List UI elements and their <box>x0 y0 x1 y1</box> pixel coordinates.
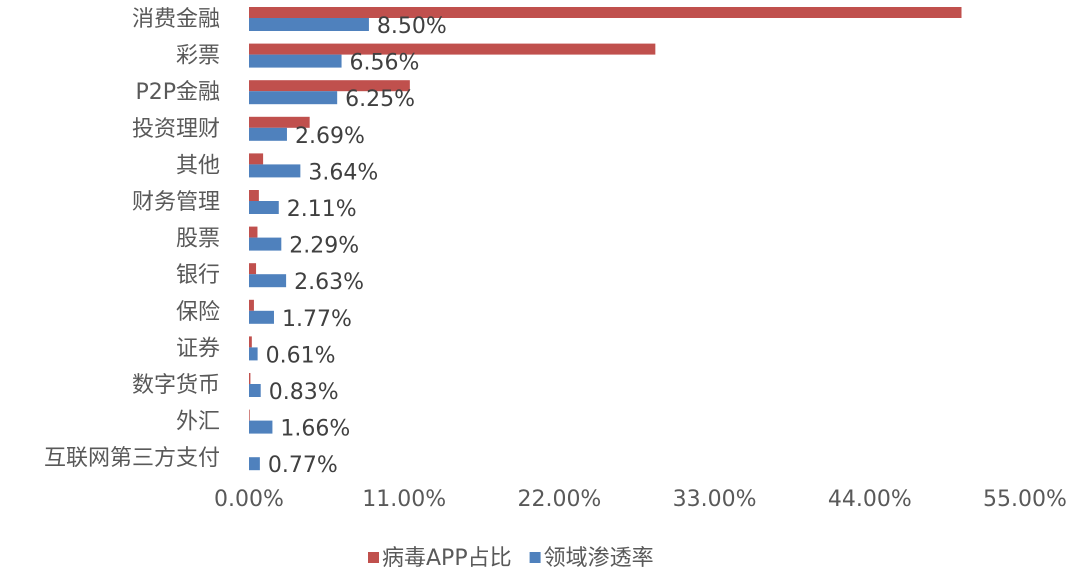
y-tick-label: 其他 <box>176 153 220 178</box>
x-tick-label: 55.00% <box>983 487 1067 512</box>
x-tick-label: 44.00% <box>828 487 912 512</box>
bar <box>249 153 264 165</box>
bar <box>249 91 338 105</box>
bar <box>249 54 342 68</box>
y-tick-label: 外汇 <box>176 410 220 435</box>
data-label: 6.25% <box>345 87 415 112</box>
legend-label: 领域渗透率 <box>544 546 654 571</box>
bar <box>249 43 656 55</box>
bar <box>249 201 279 214</box>
x-tick-label: 33.00% <box>673 487 757 512</box>
bar <box>249 263 257 275</box>
data-label: 6.56% <box>350 51 420 76</box>
y-tick-label: 保险 <box>176 300 220 325</box>
bar <box>249 457 260 471</box>
y-tick-label: 彩票 <box>176 44 220 69</box>
y-tick-label: 数字货币 <box>132 373 220 398</box>
data-label: 1.77% <box>282 307 352 332</box>
y-tick-label: 股票 <box>176 227 220 252</box>
bar <box>249 373 251 384</box>
x-tick-label: 22.00% <box>517 487 601 512</box>
bar <box>249 237 282 251</box>
bar <box>249 18 369 31</box>
bar <box>249 80 410 92</box>
data-label: 2.29% <box>289 234 359 259</box>
data-label: 0.61% <box>266 343 336 368</box>
y-tick-label: 互联网第三方支付 <box>44 446 220 471</box>
x-tick-label: 0.00% <box>214 487 284 512</box>
data-label: 2.11% <box>287 197 357 222</box>
bar <box>249 164 301 178</box>
y-tick-label: 财务管理 <box>132 190 220 215</box>
bar <box>249 347 258 361</box>
bar <box>249 299 254 311</box>
x-tick-label: 11.00% <box>362 487 446 512</box>
bar <box>249 190 259 201</box>
legend-swatch <box>368 552 379 563</box>
bar <box>249 7 962 18</box>
data-label: 0.83% <box>269 380 339 405</box>
bar <box>249 336 252 348</box>
data-label: 8.50% <box>377 14 447 39</box>
data-label: 1.66% <box>280 417 350 442</box>
data-label: 2.69% <box>295 124 365 149</box>
bar <box>249 127 287 141</box>
y-tick-label: 银行 <box>176 263 220 288</box>
y-tick-label: 证券 <box>176 336 220 361</box>
bar <box>249 226 258 238</box>
y-tick-label: 消费金融 <box>132 7 220 32</box>
y-tick-label: P2P金融 <box>135 80 220 105</box>
bar <box>249 274 287 288</box>
data-label: 2.63% <box>294 270 364 295</box>
legend-label: 病毒APP占比 <box>382 546 512 571</box>
bar <box>249 116 310 128</box>
bar <box>249 409 250 421</box>
y-tick-label: 投资理财 <box>132 117 220 142</box>
data-label: 0.77% <box>268 453 338 478</box>
legend-swatch <box>529 552 541 563</box>
bar <box>249 420 273 434</box>
bar <box>249 310 274 324</box>
data-label: 3.64% <box>308 160 378 185</box>
bar <box>249 384 261 397</box>
